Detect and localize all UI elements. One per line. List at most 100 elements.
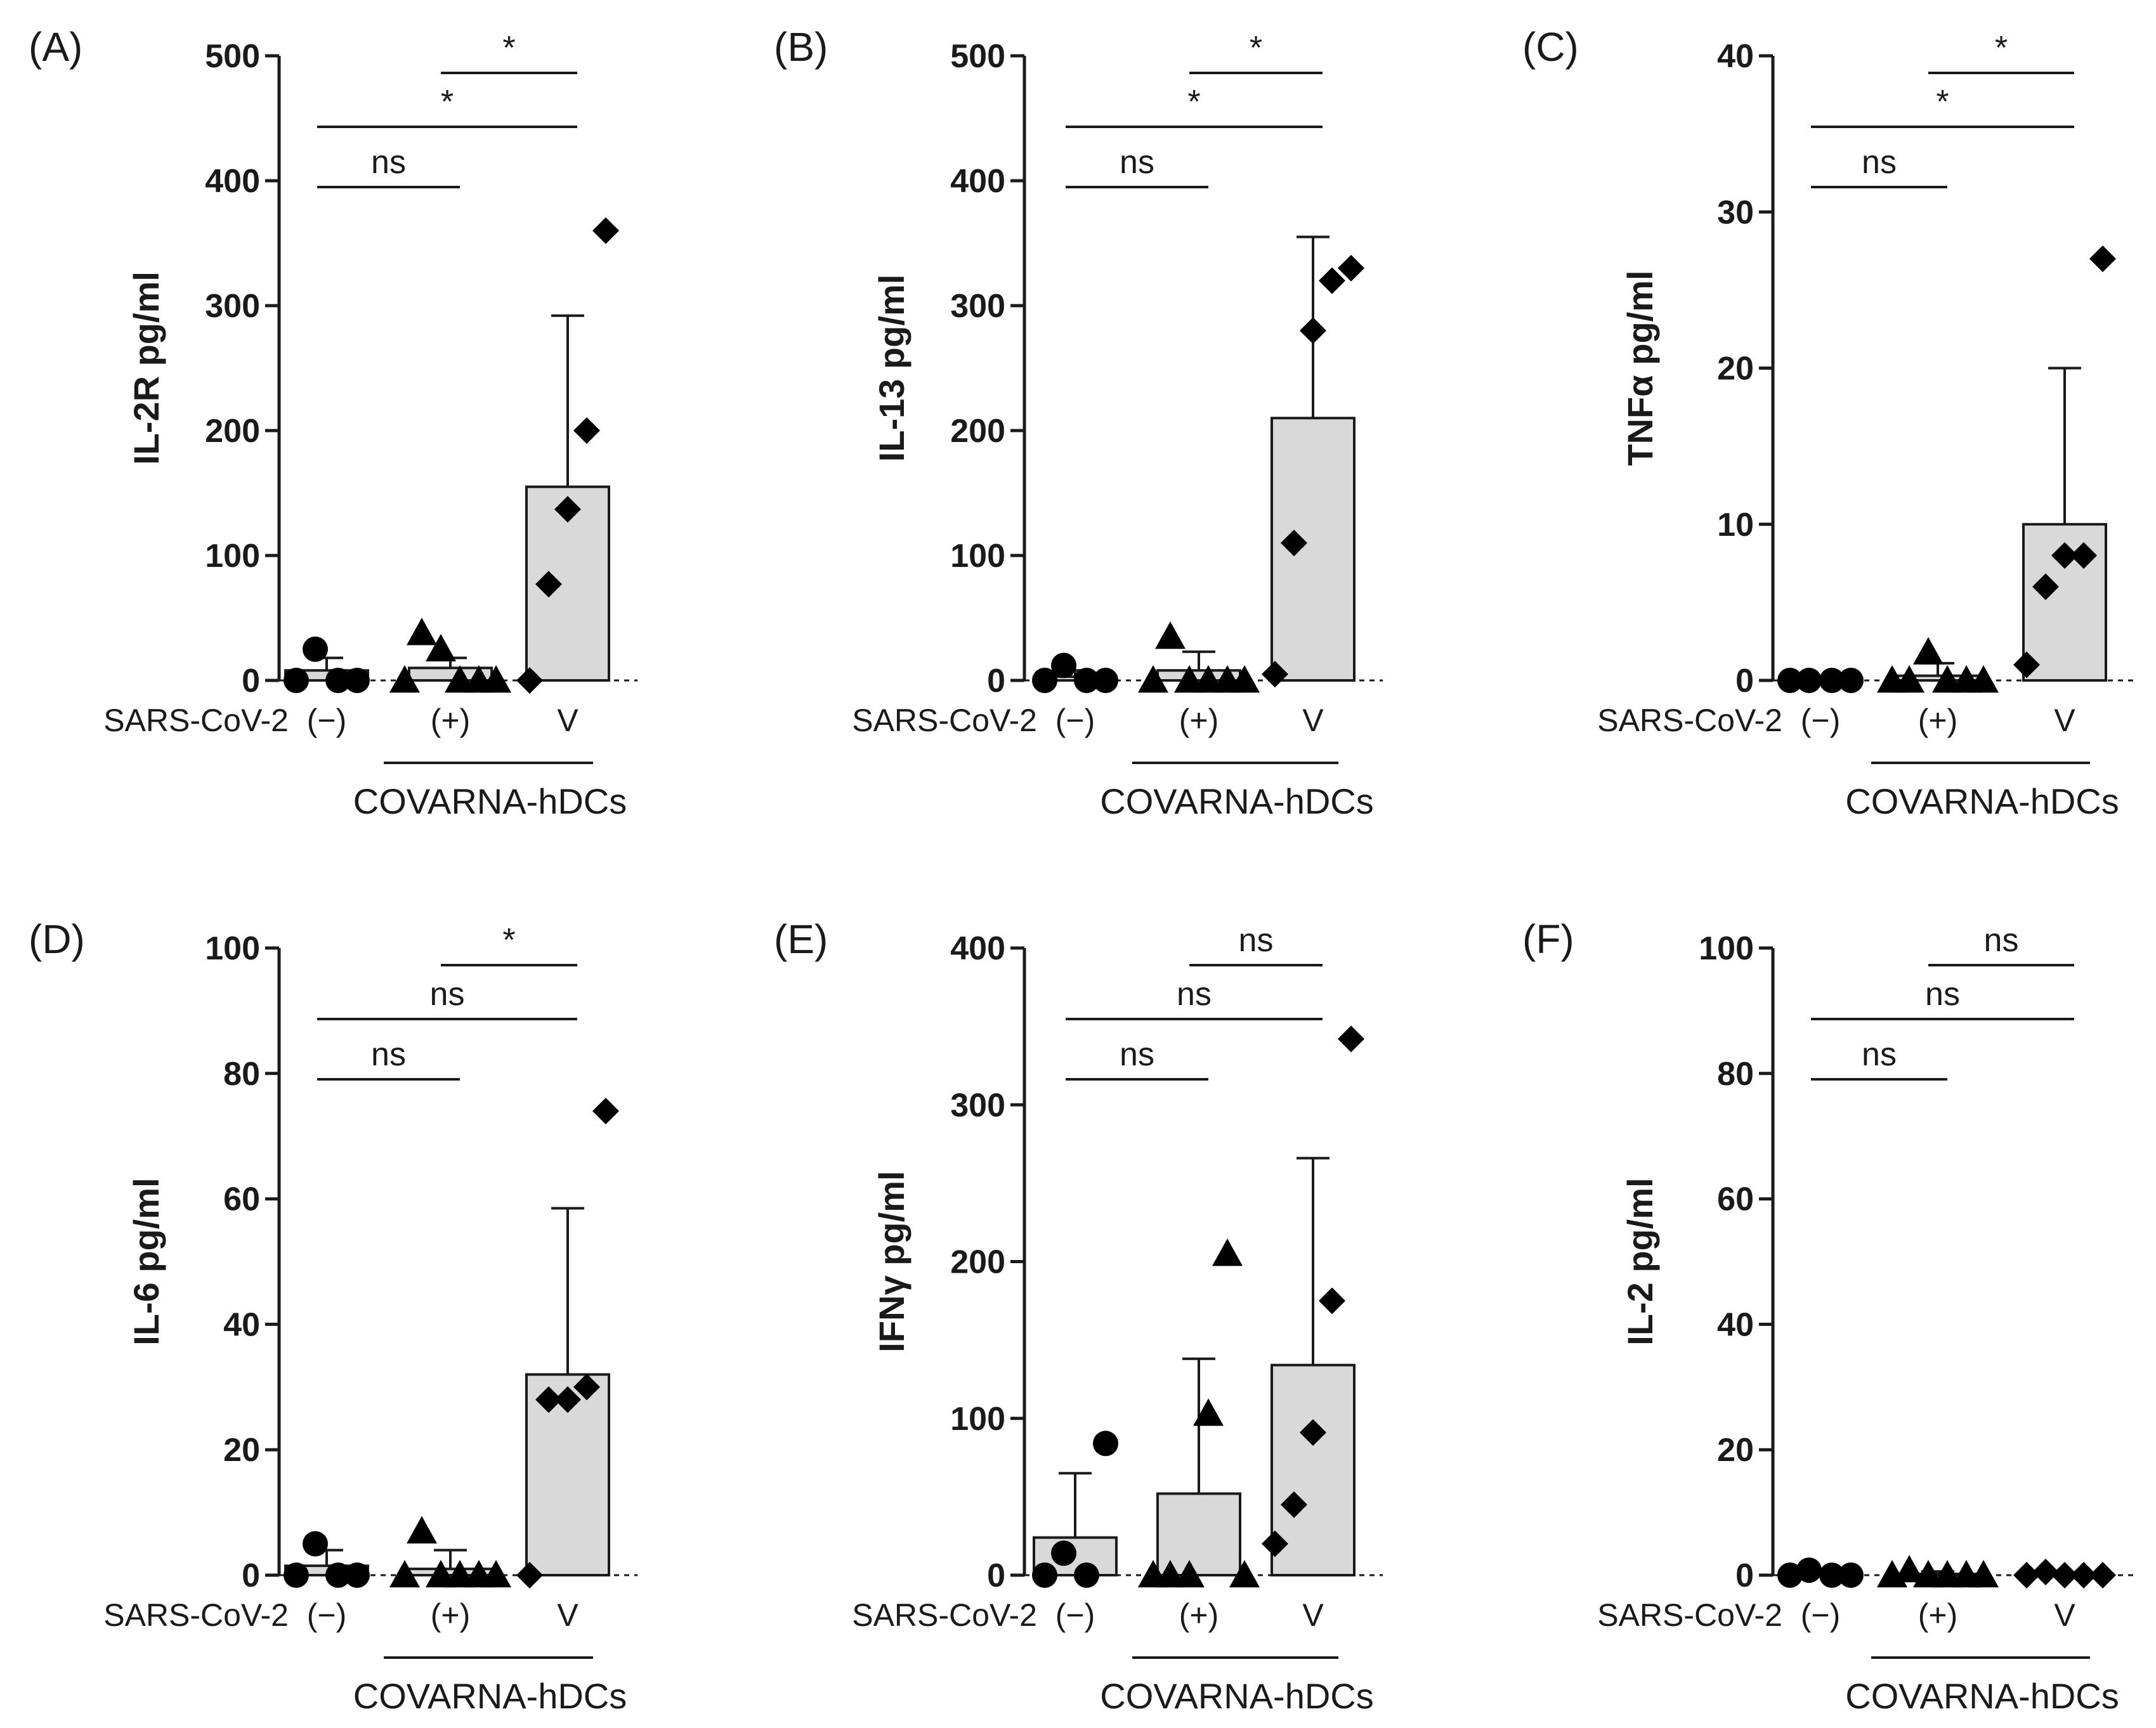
y-tick-label: 20 bbox=[223, 1432, 260, 1469]
data-point-circle bbox=[1777, 668, 1803, 693]
data-point-diamond bbox=[573, 417, 600, 444]
data-point-diamond bbox=[2013, 651, 2040, 679]
data-point-triangle bbox=[481, 665, 511, 693]
data-point-triangle bbox=[1138, 665, 1168, 693]
data-point-diamond bbox=[592, 217, 619, 244]
data-point-triangle bbox=[426, 633, 456, 661]
x-category-label: (−) bbox=[1055, 703, 1095, 738]
y-tick-label: 0 bbox=[987, 663, 1005, 699]
group-label: COVARNA-hDCs bbox=[1845, 1676, 2119, 1716]
data-point-triangle bbox=[1229, 1560, 1260, 1588]
data-point-triangle bbox=[407, 1516, 437, 1543]
x-category-label: (+) bbox=[431, 703, 471, 738]
data-point-circle bbox=[344, 1562, 370, 1588]
data-point-triangle bbox=[407, 618, 437, 646]
data-point-triangle bbox=[426, 1560, 456, 1588]
x-prefix-label: SARS-CoV-2 bbox=[852, 703, 1037, 738]
panel-b: (B) 0 100 200 300 400 500 IL-13 pg/ml ns * * SARS-C… bbox=[774, 24, 1383, 821]
data-point-diamond bbox=[2051, 542, 2078, 569]
y-tick-label: 80 bbox=[223, 1056, 260, 1093]
group-label: COVARNA-hDCs bbox=[353, 1676, 627, 1716]
y-tick-label: 40 bbox=[1717, 1306, 1754, 1343]
data-point-diamond bbox=[535, 571, 562, 598]
panel-a: (A) 0 100 200 300 400 500 IL-2R pg/ml ns * * SARS-C… bbox=[29, 24, 637, 821]
data-point-triangle bbox=[1913, 1560, 1944, 1588]
data-point-diamond bbox=[1300, 317, 1326, 344]
data-point-diamond bbox=[2013, 1562, 2040, 1588]
data-point-diamond bbox=[1262, 1530, 1288, 1557]
significance-label: ns bbox=[1239, 922, 1274, 959]
x-category-label: (+) bbox=[431, 1597, 471, 1633]
significance-label: ns bbox=[371, 144, 406, 181]
x-prefix-label: SARS-CoV-2 bbox=[103, 703, 289, 738]
data-point-circle bbox=[1796, 668, 1822, 693]
x-category-label: V bbox=[557, 703, 578, 738]
y-tick-label: 0 bbox=[242, 663, 260, 699]
y-tick-label: 0 bbox=[1735, 663, 1754, 699]
data-point-diamond bbox=[2032, 1559, 2059, 1586]
x-category-label: (+) bbox=[1918, 1597, 1958, 1633]
panel-label: (A) bbox=[29, 24, 82, 70]
data-point-circle bbox=[1819, 668, 1845, 693]
x-category-label: V bbox=[1302, 703, 1324, 738]
y-tick-label: 60 bbox=[1717, 1181, 1754, 1218]
data-point-diamond bbox=[516, 667, 543, 694]
y-tick-label: 20 bbox=[1717, 351, 1754, 387]
y-tick-label: 100 bbox=[205, 930, 260, 967]
x-prefix-label: SARS-CoV-2 bbox=[103, 1597, 289, 1633]
significance-label: ns bbox=[1925, 976, 1960, 1013]
x-category-label: (−) bbox=[307, 703, 347, 738]
data-point-diamond bbox=[1281, 529, 1307, 557]
data-point-diamond bbox=[554, 1386, 581, 1413]
data-point-diamond bbox=[1262, 661, 1288, 688]
data-point-triangle bbox=[389, 665, 420, 693]
data-point-triangle bbox=[1174, 1560, 1205, 1588]
panel-label: (D) bbox=[29, 916, 85, 962]
data-point-diamond bbox=[573, 1374, 600, 1401]
data-point-circle bbox=[303, 1531, 328, 1557]
data-point-diamond bbox=[516, 1562, 543, 1588]
data-point-triangle bbox=[1193, 665, 1224, 693]
y-tick-label: 100 bbox=[950, 538, 1005, 575]
data-point-triangle bbox=[1155, 1560, 1186, 1588]
data-point-diamond bbox=[1281, 1491, 1307, 1518]
significance-label: * bbox=[1936, 84, 1949, 120]
data-point-triangle bbox=[445, 1560, 475, 1588]
data-point-diamond bbox=[2089, 1562, 2116, 1588]
y-tick-label: 100 bbox=[1699, 930, 1754, 967]
data-point-circle bbox=[344, 668, 370, 693]
panel-label: (E) bbox=[774, 916, 828, 962]
x-category-label: (+) bbox=[1179, 1597, 1219, 1633]
significance-label: ns bbox=[430, 976, 465, 1013]
significance-label: ns bbox=[1177, 976, 1212, 1013]
y-axis-label: IL-13 pg/ml bbox=[872, 275, 911, 462]
data-point-diamond bbox=[535, 1386, 562, 1413]
data-point-circle bbox=[1819, 1562, 1845, 1588]
data-point-triangle bbox=[1932, 665, 1963, 693]
x-category-label: (−) bbox=[1801, 1597, 1841, 1633]
y-tick-label: 300 bbox=[950, 288, 1005, 325]
y-axis-label: IL-6 pg/ml bbox=[126, 1178, 166, 1345]
x-category-label: V bbox=[2054, 703, 2075, 738]
data-point-diamond bbox=[2051, 1562, 2078, 1588]
data-point-circle bbox=[1051, 1540, 1076, 1566]
y-tick-label: 40 bbox=[223, 1306, 260, 1343]
significance-label: ns bbox=[1984, 922, 2019, 959]
significance-label: ns bbox=[1862, 144, 1897, 181]
y-axis-label: TNFα pg/ml bbox=[1620, 270, 1660, 465]
y-tick-label: 10 bbox=[1717, 507, 1754, 543]
data-point-circle bbox=[284, 1562, 309, 1588]
x-category-label: (+) bbox=[1179, 703, 1219, 738]
data-point-diamond bbox=[2089, 245, 2116, 273]
data-point-triangle bbox=[445, 665, 475, 693]
data-point-triangle bbox=[481, 1560, 511, 1588]
y-axis-label: IFNγ pg/ml bbox=[872, 1171, 911, 1352]
significance-label: * bbox=[1250, 30, 1262, 67]
y-tick-label: 100 bbox=[205, 538, 260, 575]
bar-v bbox=[1271, 1363, 1356, 1577]
group-label: COVARNA-hDCs bbox=[1845, 781, 2119, 821]
y-tick-label: 200 bbox=[950, 1244, 1005, 1281]
data-point-triangle bbox=[389, 1560, 420, 1588]
x-prefix-label: SARS-CoV-2 bbox=[1597, 703, 1782, 738]
